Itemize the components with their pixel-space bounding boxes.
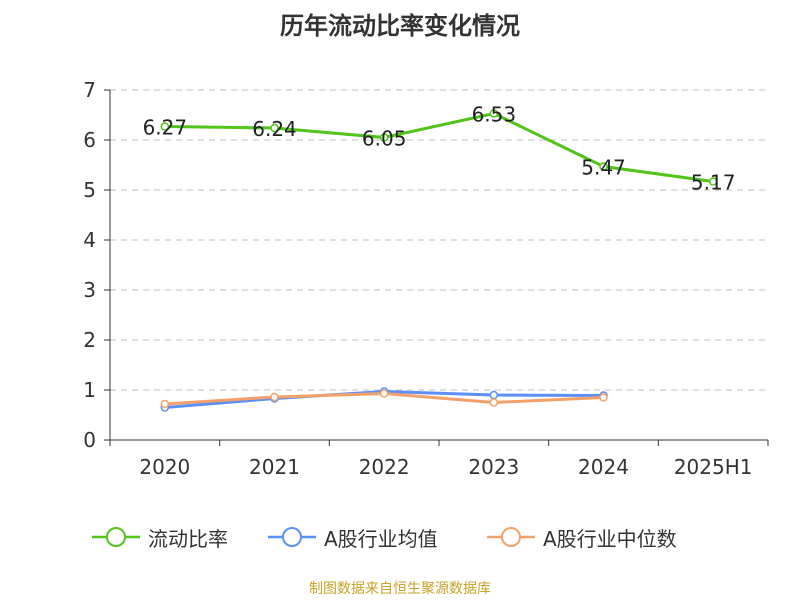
- y-tick-label: 4: [83, 228, 96, 252]
- y-tick-label: 3: [83, 278, 96, 302]
- x-tick-label: 2020: [139, 455, 190, 479]
- legend-item[interactable]: A股行业中位数: [487, 521, 677, 553]
- legend-item[interactable]: 流动比率: [92, 521, 228, 553]
- data-point: [489, 390, 499, 400]
- chart-legend: 流动比率 A股行业均值 A股行业中位数: [0, 521, 800, 553]
- data-point: [489, 109, 499, 118]
- data-label: 6.24: [252, 117, 297, 141]
- legend-item[interactable]: A股行业均值: [268, 521, 438, 553]
- legend-marker-icon: [487, 527, 535, 547]
- legend-label: A股行业中位数: [543, 526, 677, 551]
- legend-marker-icon: [92, 527, 140, 547]
- data-point: [270, 123, 279, 133]
- data-label: 6.53: [472, 103, 517, 127]
- x-tick-label: 2025H1: [674, 455, 753, 479]
- data-point: [160, 122, 170, 131]
- series-line: [164, 112, 714, 183]
- data-label: 5.47: [581, 156, 626, 180]
- data-point: [599, 162, 608, 171]
- data-point: [489, 398, 499, 407]
- data-point: [270, 392, 279, 402]
- legend-label: A股行业均值: [324, 526, 438, 551]
- data-point: [599, 393, 608, 402]
- y-tick-label: 7: [83, 78, 96, 102]
- x-tick-label: 2021: [249, 455, 300, 479]
- x-tick-label: 2023: [468, 455, 519, 479]
- y-tick-label: 5: [83, 178, 96, 202]
- data-label: 6.27: [143, 116, 188, 140]
- line-chart: 0 1 2 3 4 5 6 7 2020 2021 2022 2023 2024 2025H1 6.27 6.…: [83, 78, 769, 479]
- data-point: [379, 389, 389, 398]
- data-point: [708, 177, 718, 186]
- x-tick-label: 2024: [578, 455, 629, 479]
- y-tick-label: 2: [83, 328, 96, 352]
- legend-label: 流动比率: [148, 526, 228, 551]
- x-tick-label: 2022: [359, 455, 410, 479]
- legend-marker-icon: [268, 527, 316, 547]
- data-point: [160, 399, 170, 409]
- y-tick-label: 0: [83, 428, 96, 452]
- source-note: 制图数据来自恒生聚源数据库: [309, 581, 491, 597]
- data-label: 6.05: [362, 127, 407, 151]
- data-label: 5.17: [691, 171, 736, 195]
- y-tick-label: 6: [83, 128, 96, 152]
- y-tick-label: 1: [83, 378, 96, 402]
- chart-title: 历年流动比率变化情况: [280, 12, 520, 40]
- data-point: [379, 133, 389, 142]
